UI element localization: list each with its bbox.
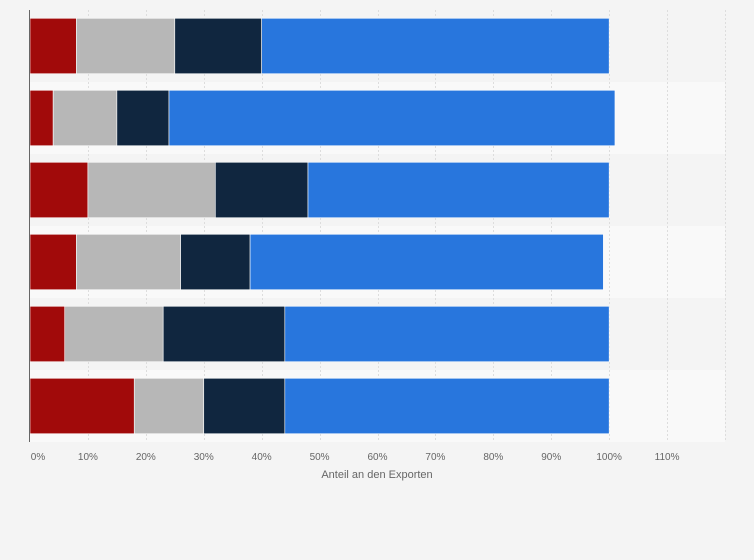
gridlines xyxy=(88,10,726,442)
bar-segment-series-3[interactable] xyxy=(116,89,170,147)
bar-segment-series-3[interactable] xyxy=(215,161,309,219)
bar-segment-series-1[interactable] xyxy=(29,89,54,147)
x-tick-label: 80% xyxy=(483,452,503,463)
x-tick-label: 10% xyxy=(78,452,98,463)
bar-segment-series-4[interactable] xyxy=(249,233,604,291)
row-bands xyxy=(30,10,725,442)
bar-segment-series-3[interactable] xyxy=(162,305,286,363)
bar-segment-series-4[interactable] xyxy=(307,161,610,219)
x-tick-label: 0% xyxy=(31,452,46,463)
x-tick-label: 40% xyxy=(252,452,272,463)
x-axis-title: Anteil an den Exporten xyxy=(321,469,432,481)
bars xyxy=(29,17,616,435)
bar-segment-series-4[interactable] xyxy=(284,377,610,435)
x-tick-labels: 0% 10% 20% 30% 40% 50% 60% 70% 80% 90% 100% 110% xyxy=(31,452,680,463)
bar-segment-series-2[interactable] xyxy=(52,89,118,147)
bar-segment-series-2[interactable] xyxy=(76,17,176,75)
bar-segment-series-2[interactable] xyxy=(87,161,216,219)
bar-segment-series-1[interactable] xyxy=(29,161,89,219)
x-tick-label: 20% xyxy=(136,452,156,463)
x-tick-label: 90% xyxy=(541,452,561,463)
bar-segment-series-3[interactable] xyxy=(180,233,251,291)
bar-segment-series-4[interactable] xyxy=(261,17,610,75)
bar-segment-series-1[interactable] xyxy=(29,305,66,363)
x-tick-label: 50% xyxy=(310,452,330,463)
bar-segment-series-2[interactable] xyxy=(76,233,181,291)
x-tick-label: 100% xyxy=(596,452,622,463)
bar-segment-series-1[interactable] xyxy=(29,377,135,435)
bar-segment-series-4[interactable] xyxy=(168,89,616,147)
bar-segment-series-4[interactable] xyxy=(284,305,610,363)
bar-segment-series-2[interactable] xyxy=(64,305,164,363)
bar-segment-series-1[interactable] xyxy=(29,17,77,75)
x-tick-label: 30% xyxy=(194,452,214,463)
x-tick-label: 60% xyxy=(367,452,387,463)
bar-segment-series-2[interactable] xyxy=(133,377,205,435)
bar-segment-series-3[interactable] xyxy=(203,377,286,435)
x-tick-label: 110% xyxy=(655,452,680,463)
bar-segment-series-1[interactable] xyxy=(29,233,77,291)
bar-segment-series-3[interactable] xyxy=(174,17,262,75)
x-tick-label: 70% xyxy=(425,452,445,463)
